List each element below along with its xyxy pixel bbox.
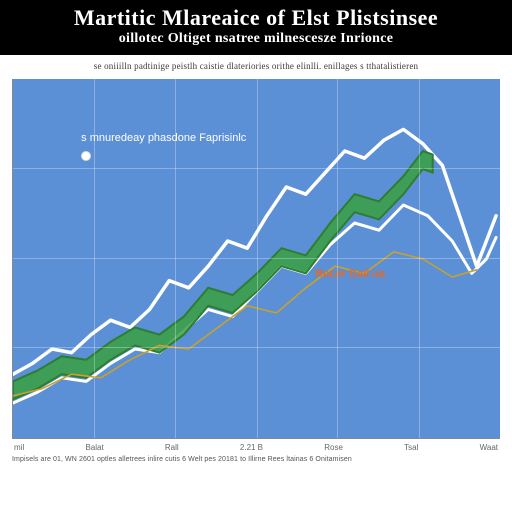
gridline-vertical — [94, 79, 95, 438]
gridline-horizontal — [13, 258, 500, 259]
annotation-label: Rocer Dail oa — [315, 268, 385, 280]
chart-subtitle: oillotec Oltiget nsatree milnescesze Inr… — [4, 31, 508, 47]
x-tick-label: 2.21 B — [240, 443, 263, 452]
chart-description: se oniiilln padtinige peistlh caistie dl… — [0, 55, 512, 75]
chart-container: s mnuredeay phasdone Faprisinlc Rocer Da… — [12, 79, 500, 452]
gridline-vertical — [419, 79, 420, 438]
x-tick-label: Rose — [324, 443, 343, 452]
x-axis-ticks: mil Balat Rall 2.21 B Rose Tsal Waat — [12, 439, 500, 452]
x-tick-label: Rall — [165, 443, 179, 452]
x-tick-label: Waat — [480, 443, 498, 452]
header-bar: Martitic Mlareaice of Elst Plistsinsee o… — [0, 0, 512, 55]
gridline-vertical — [257, 79, 258, 438]
x-tick-label: mil — [14, 443, 24, 452]
legend-label: s mnuredeay phasdone Faprisinlc — [81, 132, 246, 144]
chart-title: Martitic Mlareaice of Elst Plistsinsee — [4, 6, 508, 29]
plot-area: s mnuredeay phasdone Faprisinlc Rocer Da… — [12, 79, 500, 439]
legend-dot-icon — [81, 151, 91, 161]
x-tick-label: Balat — [85, 443, 103, 452]
gridline-horizontal — [13, 168, 500, 169]
gridline-vertical — [175, 79, 176, 438]
footer-note: Impisels are 01, WN 2601 optles alletree… — [0, 452, 512, 463]
gridline-horizontal — [13, 347, 500, 348]
x-tick-label: Tsal — [404, 443, 418, 452]
legend: s mnuredeay phasdone Faprisinlc — [81, 132, 246, 162]
gridline-vertical — [337, 79, 338, 438]
